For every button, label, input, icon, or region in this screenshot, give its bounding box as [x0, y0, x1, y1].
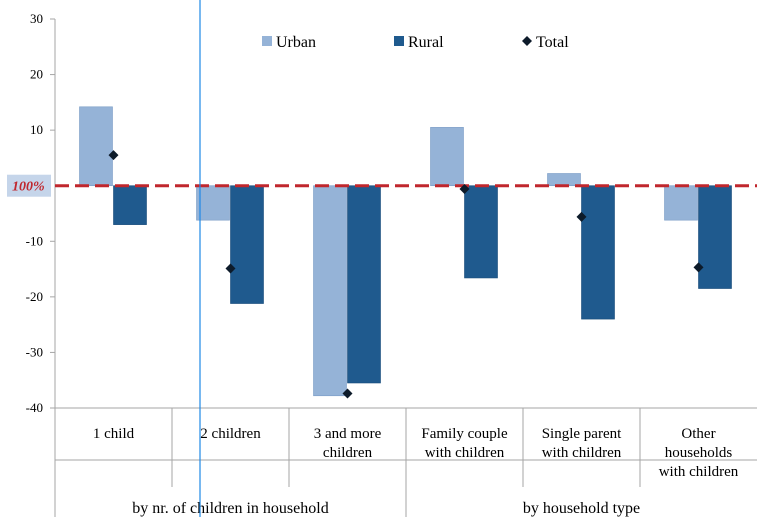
bar-rural — [698, 185, 732, 289]
bar-rural — [230, 185, 264, 304]
group-labels: by nr. of children in household by househ… — [132, 500, 640, 517]
category-dividers — [55, 408, 757, 517]
bar-urban — [79, 106, 113, 187]
y-tick-label: 20 — [30, 67, 43, 82]
bar-urban — [430, 127, 464, 187]
total-marker — [342, 388, 353, 399]
bars — [79, 106, 732, 397]
category-label: 2 children — [200, 426, 261, 442]
total-marker — [225, 263, 236, 274]
legend-label-urban: Urban — [276, 34, 316, 51]
group-label: by nr. of children in household — [132, 500, 328, 517]
category-label: Family couple with children — [421, 426, 508, 461]
total-marker — [693, 262, 704, 273]
category-label: Single parent with children — [542, 426, 622, 461]
legend-swatch-total — [522, 36, 532, 46]
legend-label-rural: Rural — [408, 34, 444, 51]
bar-urban — [313, 185, 347, 397]
y-tick-label: 30 — [30, 11, 43, 26]
total-marker — [576, 211, 587, 222]
reference-label-background — [7, 174, 51, 197]
bar-urban — [547, 173, 581, 187]
bar-rural — [347, 185, 381, 384]
legend-swatch-rural — [394, 36, 404, 46]
y-tick-label: 10 — [30, 122, 43, 137]
bar-rural — [113, 185, 147, 225]
y-tick-label: -10 — [26, 233, 43, 248]
category-labels: 1 child 2 children 3 and more children Famil… — [93, 426, 739, 480]
plot-area: 30 20 10 -10 -20 -30 -40 100% 1 child 2 childre… — [7, 0, 757, 517]
legend-swatch-urban — [262, 36, 272, 46]
category-label: 1 child — [93, 426, 135, 442]
total-markers — [108, 150, 704, 399]
bar-urban — [664, 185, 698, 221]
bar-rural — [464, 185, 498, 279]
y-tick-labels: 30 20 10 -10 -20 -30 -40 — [26, 11, 55, 415]
y-tick-label: -30 — [26, 344, 43, 359]
category-label: Other households with children — [659, 426, 739, 480]
legend-label-total: Total — [536, 34, 569, 51]
reference-label-text: 100% — [12, 180, 45, 195]
reference-label: 100% — [7, 174, 51, 197]
group-label: by household type — [523, 500, 640, 517]
total-marker — [108, 150, 119, 161]
y-tick-label: -20 — [26, 289, 43, 304]
bar-urban — [196, 185, 230, 221]
y-tick-label: -40 — [26, 400, 43, 415]
category-label: 3 and more children — [314, 426, 382, 461]
legend: Urban Rural Total — [262, 34, 569, 51]
bar-rural — [581, 185, 615, 320]
total-marker — [459, 184, 470, 195]
